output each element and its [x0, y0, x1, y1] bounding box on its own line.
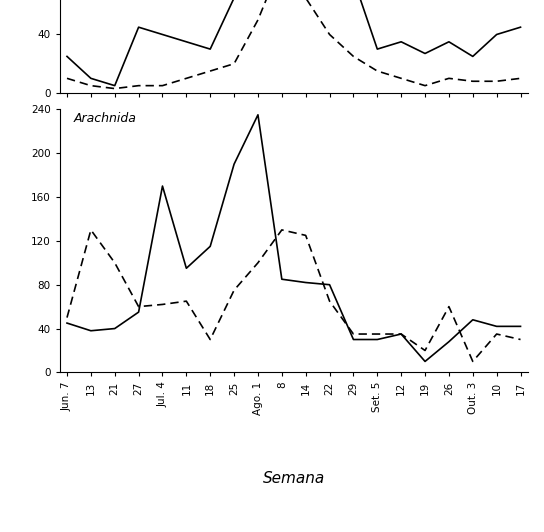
Text: Semana: Semana: [263, 471, 325, 486]
Text: Arachnida: Arachnida: [74, 112, 137, 125]
